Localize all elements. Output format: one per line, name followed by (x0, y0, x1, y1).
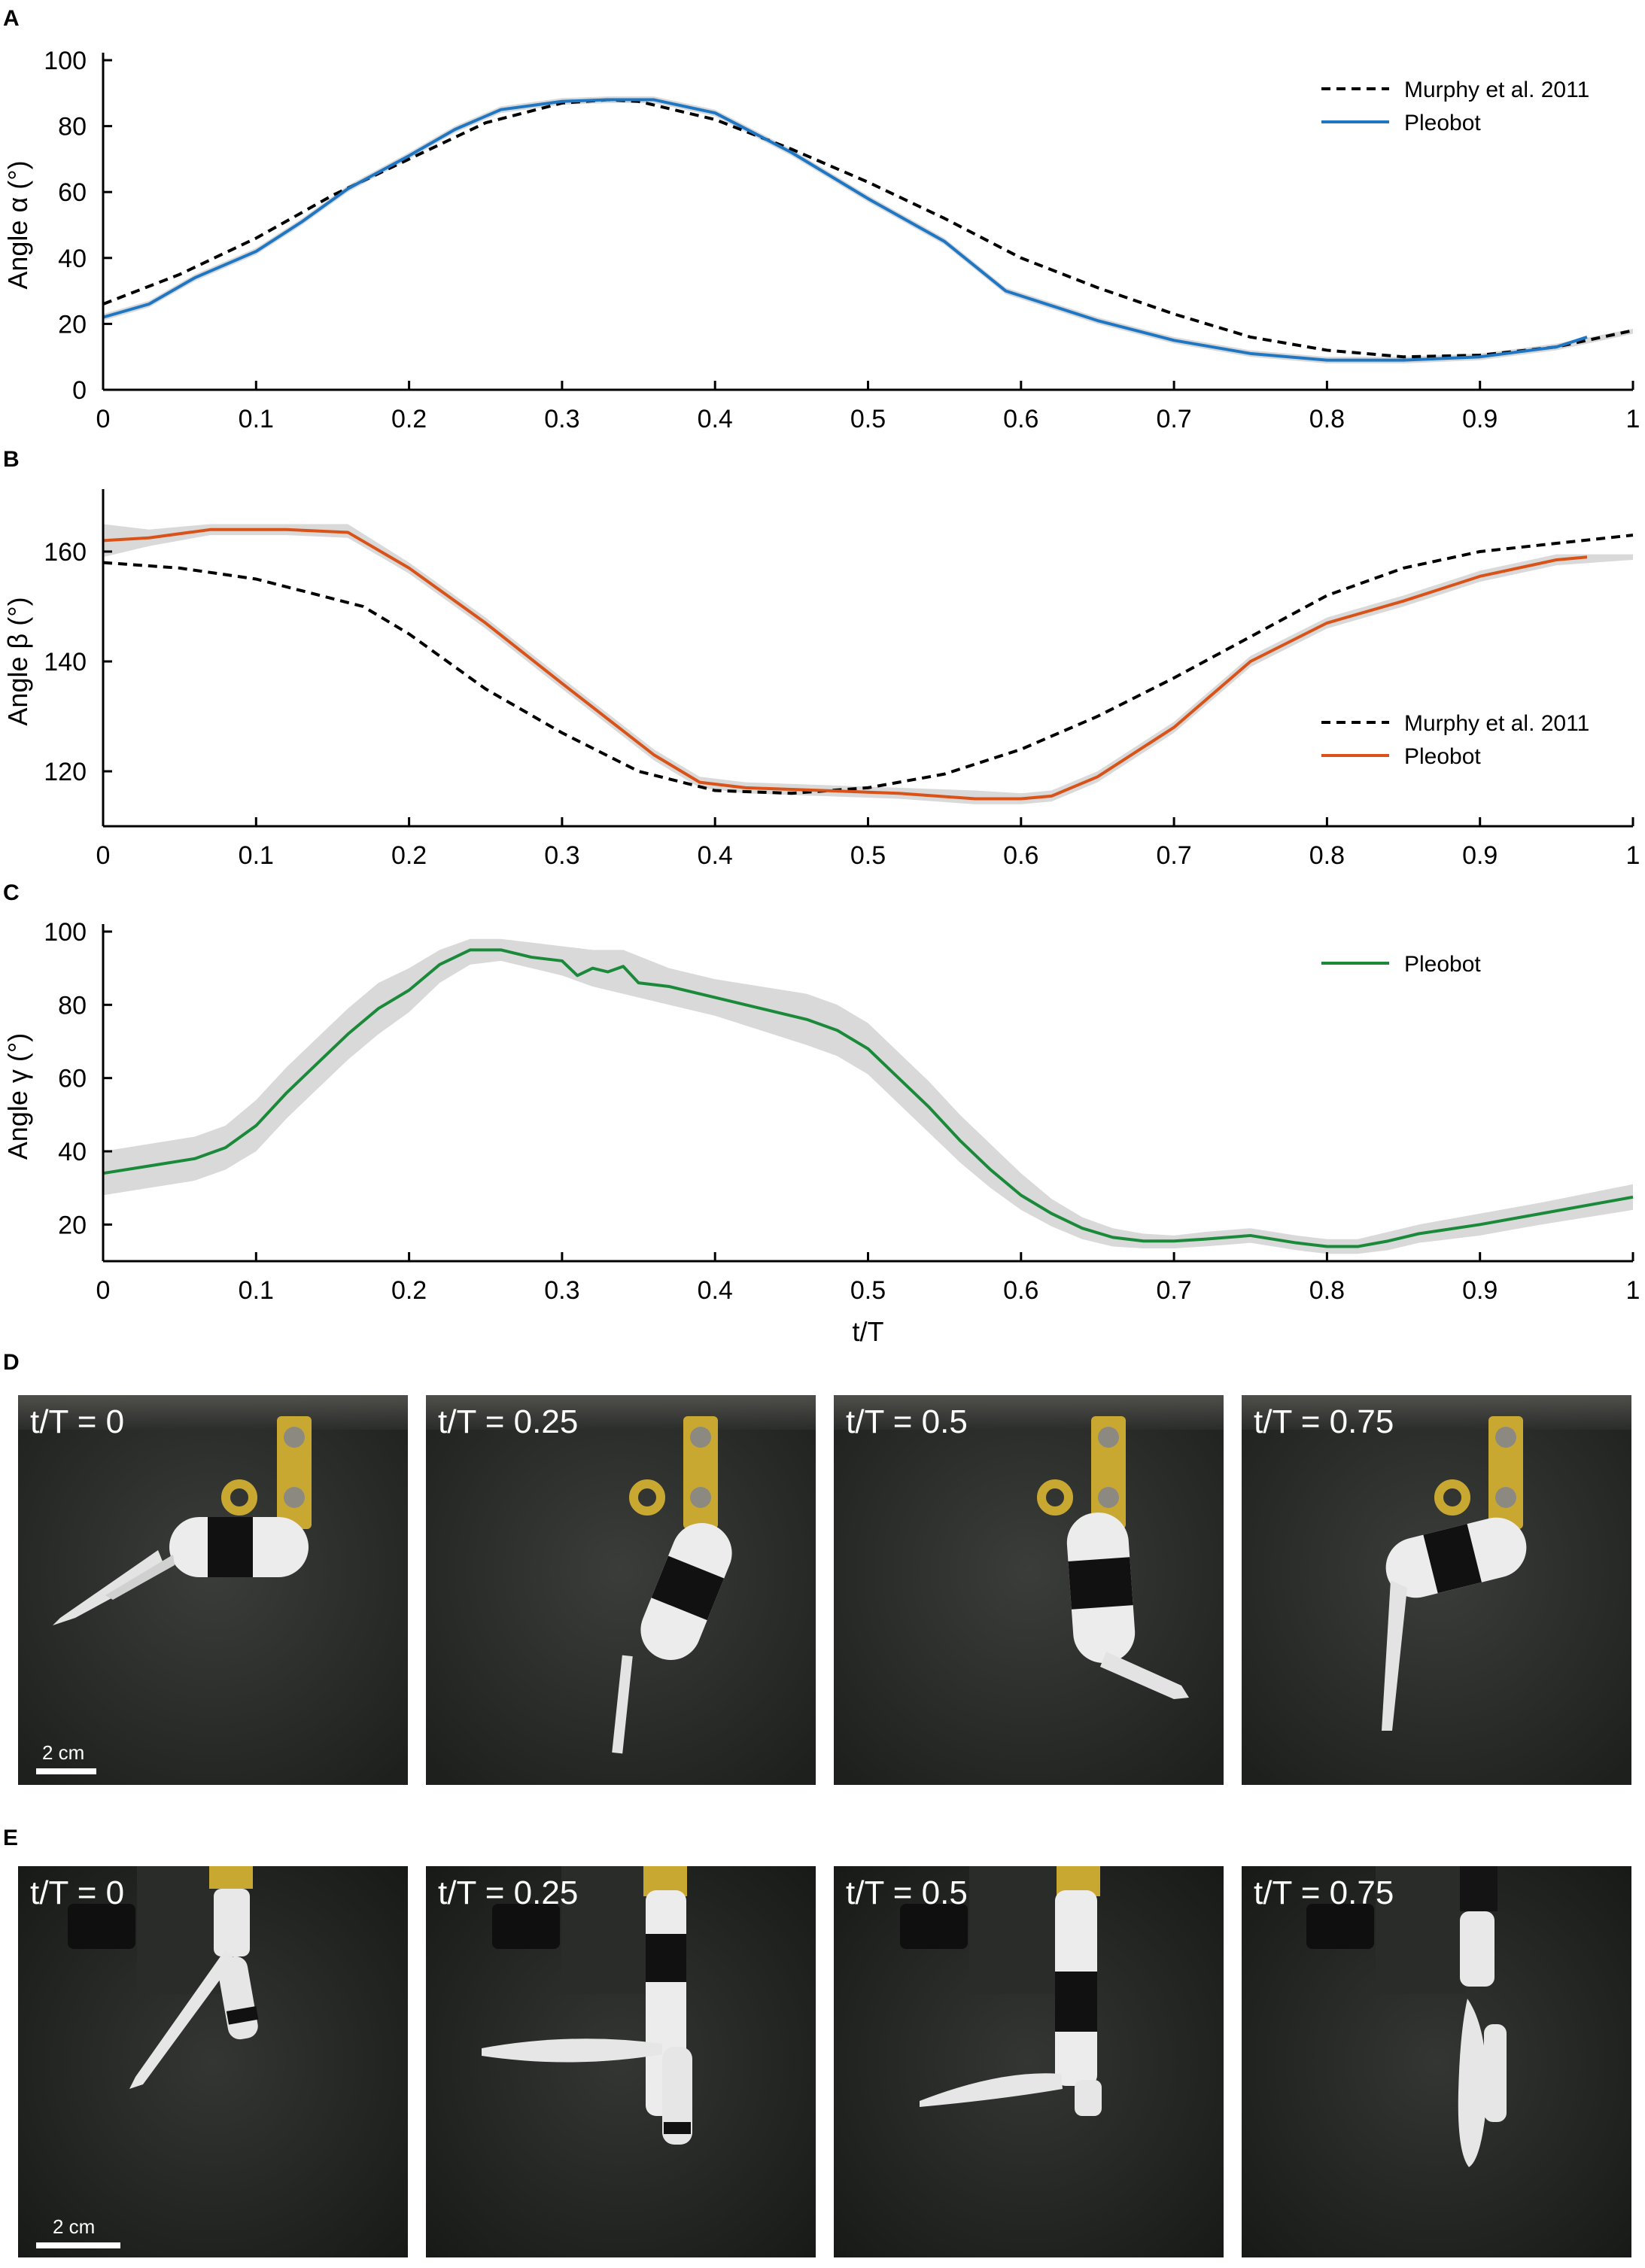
scale-bar-d-label: 2 cm (42, 1741, 84, 1764)
scale-bar-e-label: 2 cm (53, 2215, 95, 2238)
y-tick-label-a-3: 60 (58, 178, 87, 207)
panel-letter-b: B (3, 447, 20, 472)
x-tick-label-a-8: 0.8 (1309, 405, 1345, 433)
photo-e-2-label: t/T = 0.5 (846, 1874, 968, 1911)
x-tick-label-c-2: 0.2 (391, 1276, 427, 1305)
chart-beta: 0 0.1 0.2 0.3 0.4 0.5 0.6 0.7 0.8 0.9 1 120 140 160 An… (2, 489, 1640, 870)
photo-e-1: t/T = 0.25 (426, 1866, 816, 2257)
y-tick-label-c-0: 20 (58, 1211, 87, 1239)
x-tick-label-c-0: 0 (96, 1276, 111, 1305)
x-tick-label-a-3: 0.3 (544, 405, 579, 433)
x-tick-label-a-7: 0.7 (1156, 405, 1191, 433)
y-tick-label-b-1: 140 (44, 648, 87, 676)
chart-gamma: 0 0.1 0.2 0.3 0.4 0.5 0.6 0.7 0.8 0.9 1 20 40 60 80 100… (2, 918, 1640, 1347)
series-line-b-0 (102, 534, 1634, 795)
x-tick-label-b-9: 0.9 (1462, 841, 1498, 870)
x-tick-label-a-2: 0.2 (391, 405, 427, 433)
panel-letter-a: A (3, 6, 20, 31)
x-tick-label-c-9: 0.9 (1462, 1276, 1498, 1305)
y-tick-label-a-2: 40 (58, 245, 87, 273)
photo-e-0-label: t/T = 0 (30, 1874, 124, 1911)
x-tick-label-a-1: 0.1 (239, 405, 274, 433)
x-tick-label-c-10: 1 (1626, 1276, 1640, 1305)
x-tick-label-b-0: 0 (96, 841, 111, 870)
photo-e-2: t/T = 0.5 (834, 1866, 1224, 2257)
x-tick-label-a-10: 1 (1626, 405, 1640, 433)
y-tick-label-c-1: 40 (58, 1138, 87, 1166)
x-tick-label-a-5: 0.5 (850, 405, 886, 433)
scale-bar-e (36, 2242, 120, 2248)
y-tick-label-c-3: 80 (58, 991, 87, 1020)
series-line-c-0 (102, 948, 1634, 1248)
x-tick-label-c-5: 0.5 (850, 1276, 886, 1305)
x-tick-label-b-2: 0.2 (391, 841, 427, 870)
x-tick-label-c-3: 0.3 (544, 1276, 579, 1305)
panel-letter-e: E (3, 1826, 18, 1850)
photo-d-0: t/T = 0 2 cm (18, 1395, 408, 1785)
y-axis-label-c: Angle γ (°) (2, 1033, 33, 1160)
chart-alpha: 0 0.1 0.2 0.3 0.4 0.5 0.6 0.7 0.8 0.9 1 0 20 40 60 80 10… (2, 47, 1640, 433)
photo-e-0: t/T = 0 2 cm (18, 1866, 408, 2257)
x-tick-label-b-5: 0.5 (850, 841, 886, 870)
photo-d-2: t/T = 0.5 (834, 1395, 1224, 1785)
y-tick-label-b-2: 160 (44, 538, 87, 567)
x-tick-label-a-4: 0.4 (698, 405, 733, 433)
photo-e-3: t/T = 0.75 (1242, 1866, 1631, 2257)
y-tick-label-a-4: 80 (58, 113, 87, 141)
shaded-band-a (103, 96, 1633, 363)
y-tick-label-a-1: 20 (58, 310, 87, 339)
x-tick-label-b-4: 0.4 (698, 841, 733, 870)
x-tick-label-b-7: 0.7 (1156, 841, 1191, 870)
legend-label-a-1: Pleobot (1404, 111, 1481, 135)
photo-row-d: t/T = 0 2 cm t/T = 0.25 t/T = (18, 1395, 1631, 1785)
shaded-band-c (103, 938, 1633, 1254)
series-line-b-1 (102, 527, 1588, 801)
x-tick-label-a-0: 0 (96, 405, 111, 433)
x-tick-label-b-6: 0.6 (1003, 841, 1038, 870)
panel-letter-c: C (3, 880, 20, 905)
photo-d-0-label: t/T = 0 (30, 1403, 124, 1440)
x-tick-label-b-10: 1 (1626, 841, 1640, 870)
x-tick-label-c-1: 0.1 (239, 1276, 274, 1305)
y-tick-label-c-4: 100 (44, 918, 87, 947)
legend-label-b-1: Pleobot (1404, 744, 1481, 769)
x-tick-label-a-9: 0.9 (1462, 405, 1498, 433)
x-tick-label-c-7: 0.7 (1156, 1276, 1191, 1305)
photo-e-3-label: t/T = 0.75 (1254, 1874, 1394, 1911)
legend-label-a-0: Murphy et al. 2011 (1404, 78, 1589, 102)
x-tick-label-b-3: 0.3 (544, 841, 579, 870)
series-line-a-1 (102, 98, 1588, 362)
photo-d-3: t/T = 0.75 (1242, 1395, 1631, 1785)
legend-label-b-0: Murphy et al. 2011 (1404, 711, 1589, 736)
y-tick-label-a-0: 0 (72, 376, 87, 405)
y-tick-label-b-0: 120 (44, 758, 87, 786)
legend-label-c-0: Pleobot (1404, 952, 1481, 977)
photo-d-1: t/T = 0.25 (426, 1395, 816, 1785)
scale-bar-d (36, 1768, 96, 1774)
x-tick-label-c-8: 0.8 (1309, 1276, 1345, 1305)
photo-row-e: t/T = 0 2 cm t/T = 0.25 t/T = 0.5 (18, 1866, 1631, 2257)
photo-d-2-label: t/T = 0.5 (846, 1403, 968, 1440)
photo-e-1-label: t/T = 0.25 (438, 1874, 578, 1911)
x-tick-label-c-6: 0.6 (1003, 1276, 1038, 1305)
y-tick-label-c-2: 60 (58, 1065, 87, 1093)
series-line-a-0 (102, 98, 1634, 359)
x-tick-label-a-6: 0.6 (1003, 405, 1038, 433)
x-axis-label-c: t/T (853, 1316, 884, 1347)
y-axis-label-a: Angle α (°) (2, 160, 33, 289)
y-axis-label-b: Angle β (°) (2, 597, 33, 725)
photo-d-3-label: t/T = 0.75 (1254, 1403, 1394, 1440)
x-tick-label-b-1: 0.1 (239, 841, 274, 870)
y-tick-label-a-5: 100 (44, 47, 87, 75)
x-tick-label-c-4: 0.4 (698, 1276, 733, 1305)
photo-d-1-label: t/T = 0.25 (438, 1403, 578, 1440)
x-tick-label-b-8: 0.8 (1309, 841, 1345, 870)
panel-letter-d: D (3, 1350, 20, 1375)
